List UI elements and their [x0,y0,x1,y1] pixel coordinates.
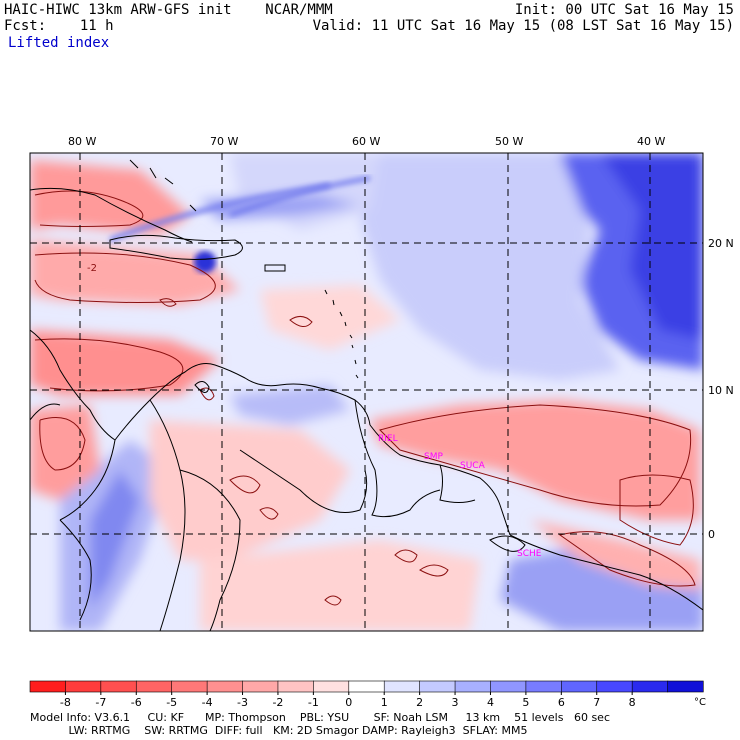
colorbar-swatch [348,680,385,693]
header-title: HAIC-HIWC 13km ARW-GFS init NCAR/MMM [4,2,333,18]
valid-time: Valid: 11 UTC Sat 16 May 15 (08 LST Sat … [312,18,734,34]
colorbar-swatch [454,680,492,693]
lon-labels: 80 W 70 W 60 W 50 W 40 W [68,135,665,148]
site-label-smp: SMP [424,452,443,462]
site-labels: RIEL SMP SUCA SCHE [378,434,542,559]
lat-labels: 20 N 10 N 0 [708,237,734,541]
site-label-sche: SCHE [517,549,542,559]
lat-label: 0 [708,528,715,541]
colorbar-swatch [490,680,527,693]
colorbar-swatch [277,680,314,693]
colorbar-swatch [206,680,244,693]
colorbar-swatch [29,680,67,693]
colorbar-tick-label: 1 [381,696,388,709]
site-label-riel: RIEL [378,434,398,444]
colorbar: -8 -7 -6 -5 -4 -3 -2 -1 0 1 2 3 4 5 6 7 8 °C [29,680,706,709]
colorbar-tick-label: -1 [308,696,319,709]
colorbar-swatch [419,680,456,693]
forecast-hour: Fcst: 11 h [4,18,114,34]
colorbar-swatch [596,680,633,693]
lon-label: 60 W [352,135,380,148]
init-time: Init: 00 UTC Sat 16 May 15 [514,2,734,18]
colorbar-swatch [171,680,208,693]
model-info-line1: Model Info: V3.6.1 CU: KF MP: Thompson P… [30,711,610,724]
model-info-line2: LW: RRTMG SW: RRTMG DIFF: full KM: 2D Sm… [30,724,528,737]
colorbar-tick-label: -4 [202,696,213,709]
colorbar-tick-label: 8 [629,696,636,709]
lon-label: 50 W [495,135,523,148]
colorbar-tick-label: 4 [487,696,494,709]
colorbar-tick-label: 5 [522,696,529,709]
lon-label: 70 W [210,135,238,148]
lon-label: 40 W [637,135,665,148]
lifted-index-field [30,153,703,631]
lon-label: 80 W [68,135,96,148]
colorbar-tick-label: 2 [416,696,423,709]
colorbar-swatch [631,680,669,693]
map-frame [29,152,704,632]
lat-label: 10 N [708,384,734,397]
site-label-suca: SUCA [460,461,486,471]
colorbar-tick-label: -3 [237,696,248,709]
colorbar-tick-label: -2 [272,696,283,709]
colorbar-tick-label: -7 [95,696,106,709]
colorbar-swatch [135,680,173,693]
colorbar-tick-label: 3 [452,696,459,709]
colorbar-tick-label: -5 [166,696,177,709]
coastlines [30,159,703,631]
colorbar-tick-label: 0 [345,696,352,709]
colorbar-swatch [667,680,704,693]
colorbar-tick-label: -6 [131,696,142,709]
colorbar-swatch [313,680,350,693]
colorbar-tick-label: 6 [558,696,565,709]
colorbar-unit: °C [694,697,706,708]
colorbar-swatch [65,680,102,693]
lat-label: 20 N [708,237,734,250]
field-name: Lifted index [8,35,110,51]
colorbar-swatch [525,680,562,693]
colorbar-swatch [100,680,137,693]
colorbar-swatch [242,680,279,693]
colorbar-swatch [383,680,421,693]
contour-label: -2 [87,263,97,274]
lat-lon-grid [30,153,703,631]
colorbar-tick-label: 7 [593,696,600,709]
colorbar-tick-label: -8 [60,696,71,709]
colorbar-swatch [561,680,598,693]
